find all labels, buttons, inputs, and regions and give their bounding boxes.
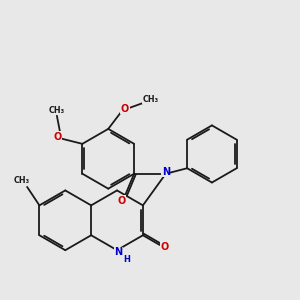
Text: CH₃: CH₃ — [49, 106, 65, 115]
Text: O: O — [118, 196, 126, 206]
Text: H: H — [123, 255, 130, 264]
Text: N: N — [162, 167, 170, 176]
Text: O: O — [161, 242, 169, 252]
Text: CH₃: CH₃ — [14, 176, 30, 185]
Text: O: O — [121, 104, 129, 114]
Text: CH₃: CH₃ — [143, 94, 159, 103]
Text: O: O — [54, 132, 62, 142]
Text: N: N — [114, 248, 122, 257]
